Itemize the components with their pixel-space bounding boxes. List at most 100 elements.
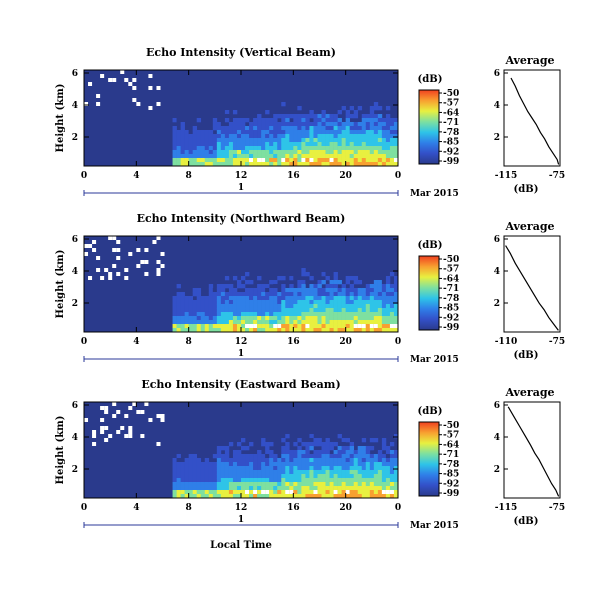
heatmap-cell <box>273 328 278 333</box>
heatmap-cell <box>333 142 338 147</box>
heatmap-cell <box>253 482 258 487</box>
heatmap-cell <box>265 304 270 309</box>
heatmap-cell <box>176 312 181 317</box>
heatmap-cell <box>329 126 334 131</box>
heatmap-cell <box>353 482 359 487</box>
heatmap-cell <box>281 276 286 281</box>
heatmap-cell <box>273 284 278 289</box>
heatmap-cell <box>277 162 282 167</box>
heatmap-cell <box>176 134 181 139</box>
heatmap-cell <box>192 300 198 305</box>
missing-data-cell <box>144 248 149 252</box>
heatmap-cell <box>236 138 242 143</box>
heatmap-cell <box>228 458 234 463</box>
heatmap-cell <box>385 154 391 159</box>
heatmap-cell <box>212 474 218 479</box>
heatmap-cell <box>321 328 326 333</box>
heatmap-cell <box>289 466 294 471</box>
heatmap-cell <box>180 320 185 325</box>
heatmap-cell <box>329 284 334 289</box>
heatmap-cell <box>369 142 375 147</box>
heatmap-cell <box>377 304 383 309</box>
heatmap-cell <box>184 300 189 305</box>
heatmap-cell <box>289 288 294 293</box>
heatmap-cell <box>220 158 226 163</box>
heatmap-cell <box>184 162 189 167</box>
heatmap-cell <box>357 490 363 495</box>
heatmap-cell <box>301 284 306 289</box>
colorbar-tick-label: -71 <box>443 450 459 460</box>
heatmap-cell <box>337 470 342 475</box>
missing-data-cell <box>253 324 258 328</box>
heatmap-cell <box>329 316 334 321</box>
heatmap-cell <box>176 490 181 495</box>
heatmap-cell <box>273 304 278 309</box>
heatmap-cell <box>393 162 399 167</box>
heatmap-cell <box>224 300 230 305</box>
heatmap-cell <box>277 114 282 119</box>
missing-data-cell <box>353 324 358 328</box>
heatmap-cell <box>249 134 254 139</box>
heatmap-cell <box>341 494 346 499</box>
missing-data-cell <box>277 324 282 328</box>
heatmap-cell <box>172 158 177 163</box>
heatmap-cell <box>385 292 391 297</box>
heatmap-cell <box>236 150 242 155</box>
heatmap-cell <box>241 118 246 123</box>
heatmap-cell <box>301 268 306 273</box>
heatmap-field <box>84 70 399 167</box>
heatmap-cell <box>349 442 355 447</box>
heatmap-cell <box>265 162 270 167</box>
heatmap-cell <box>241 292 246 297</box>
heatmap-cell <box>253 304 258 309</box>
heatmap-cell <box>220 446 226 451</box>
heatmap-cell <box>208 296 214 301</box>
heatmap-cell <box>345 134 350 139</box>
average-profile-line <box>507 406 560 497</box>
heatmap-cell <box>200 162 206 167</box>
heatmap-cell <box>297 470 302 475</box>
heatmap-cell <box>345 320 350 325</box>
missing-data-cell <box>108 78 113 82</box>
heatmap-cell <box>325 486 330 491</box>
heatmap-cell <box>301 316 306 321</box>
heatmap-cell <box>369 454 375 459</box>
heatmap-cell <box>249 154 254 159</box>
heatmap-cell <box>317 296 322 301</box>
heatmap-cell <box>224 478 230 483</box>
heatmap-cell <box>389 292 395 297</box>
heatmap-cell <box>329 122 334 127</box>
heatmap-cell <box>245 466 250 471</box>
heatmap-cell <box>369 474 375 479</box>
heatmap-cell <box>325 272 330 277</box>
missing-data-cell <box>249 324 254 328</box>
x-tick-label: 16 <box>287 171 300 181</box>
heatmap-cell <box>349 304 355 309</box>
heatmap-cell <box>212 158 218 163</box>
heatmap-cell <box>273 454 278 459</box>
heatmap-cell <box>393 320 399 325</box>
heatmap-cell <box>200 138 206 143</box>
heatmap-cell <box>273 150 278 155</box>
heatmap-cell <box>269 320 274 325</box>
heatmap-cell <box>357 450 363 455</box>
heatmap-cell <box>253 126 258 131</box>
heatmap-cell <box>341 146 346 151</box>
heatmap-cell <box>341 438 346 443</box>
heatmap-cell <box>236 312 242 317</box>
heatmap-cell <box>220 482 226 487</box>
heatmap-cell <box>373 162 379 167</box>
heatmap-cell <box>188 312 193 317</box>
heatmap-cell <box>373 316 379 321</box>
heatmap-cell <box>349 466 355 471</box>
heatmap-cell <box>224 324 230 329</box>
heatmap-cell <box>196 462 202 467</box>
heatmap-cell <box>241 446 246 451</box>
heatmap-cell <box>289 470 294 475</box>
heatmap-cell <box>273 126 278 131</box>
missing-data-cell <box>128 426 133 430</box>
heatmap-cell <box>353 126 359 131</box>
heatmap-cell <box>373 486 379 491</box>
heatmap-cell <box>232 450 238 455</box>
heatmap-cell <box>381 134 387 139</box>
